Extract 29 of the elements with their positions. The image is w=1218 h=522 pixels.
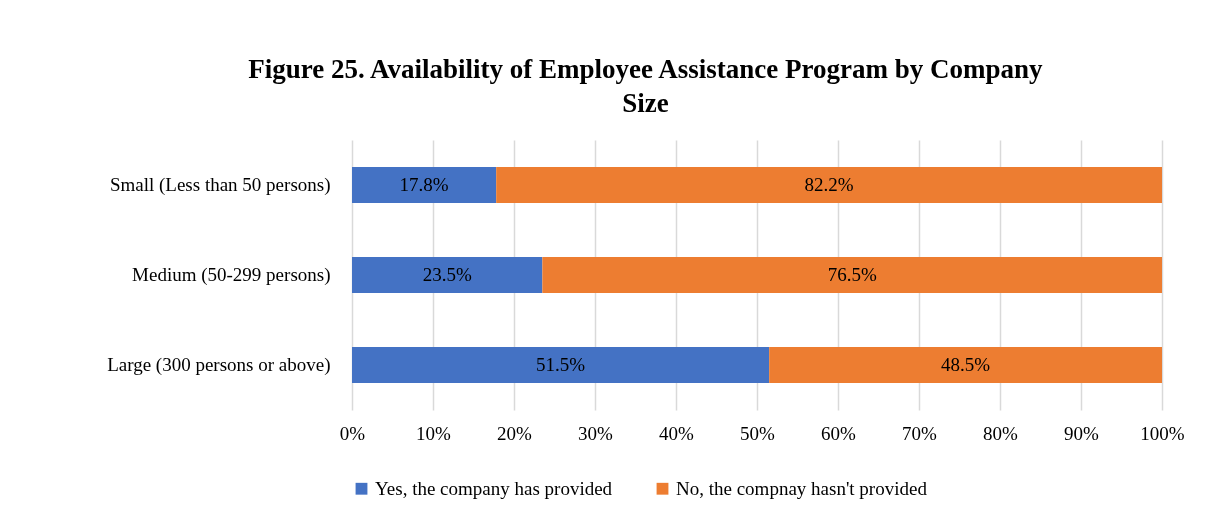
y-tick-label: Medium (50-299 persons)	[132, 264, 331, 286]
x-tick-label: 20%	[497, 422, 533, 444]
bar	[542, 257, 1162, 293]
bar	[769, 347, 1162, 383]
x-tick-label: 70%	[902, 422, 938, 444]
data-label: 51.5%	[536, 354, 586, 375]
x-tick-label: 90%	[1064, 422, 1100, 444]
x-tick-label: 30%	[578, 422, 614, 444]
data-label: 23.5%	[422, 264, 472, 285]
x-tick-label: 60%	[821, 422, 857, 444]
y-tick-label: Small (Less than 50 persons)	[109, 174, 331, 196]
x-tick-label: 80%	[983, 422, 1019, 444]
bar	[352, 347, 770, 383]
data-label: 17.8%	[399, 174, 449, 195]
x-tick-label: 10%	[416, 422, 452, 444]
data-label: 82.2%	[804, 174, 854, 195]
bar	[352, 257, 543, 293]
bar	[496, 167, 1162, 203]
bar	[352, 167, 497, 203]
data-label: 48.5%	[941, 354, 991, 375]
x-tick-label: 100%	[1140, 422, 1185, 444]
x-tick-label: 0%	[339, 422, 366, 444]
y-tick-label: Large (300 persons or above)	[107, 354, 331, 376]
data-label: 76.5%	[827, 264, 877, 285]
chart-title: Figure 25. Availability of Employee Assistance Program by Company Size	[248, 54, 1044, 118]
x-tick-label: 40%	[659, 422, 695, 444]
legend-label: Yes, the company has provided	[375, 477, 613, 499]
x-tick-label: 50%	[740, 422, 776, 444]
legend-label: No, the compnay hasn't provided	[676, 477, 928, 499]
